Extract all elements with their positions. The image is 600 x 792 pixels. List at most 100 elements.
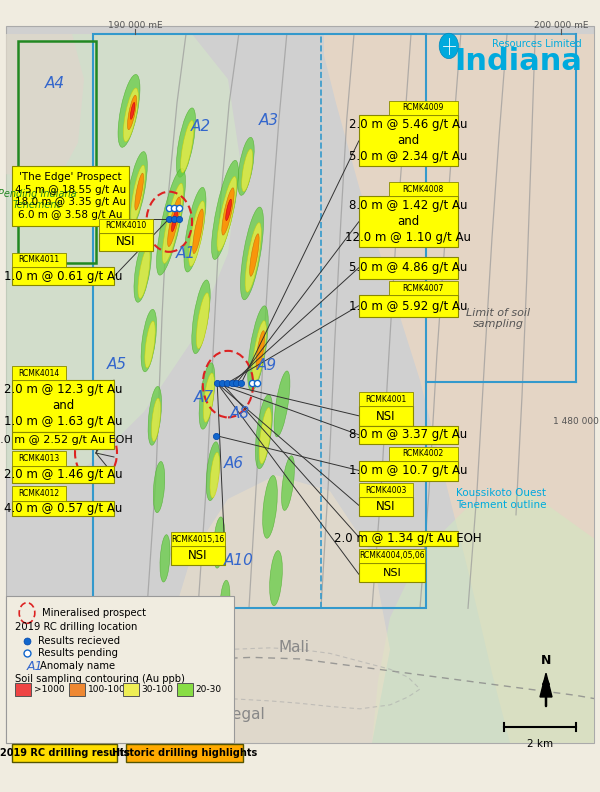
Text: RCMK4014: RCMK4014 <box>19 368 59 378</box>
Ellipse shape <box>256 331 265 369</box>
Text: 20-30: 20-30 <box>196 685 222 695</box>
FancyBboxPatch shape <box>6 596 234 743</box>
Text: RCMK4010: RCMK4010 <box>106 221 146 230</box>
Text: Limit of soil
sampling: Limit of soil sampling <box>466 307 530 329</box>
Text: A4: A4 <box>45 76 65 90</box>
Ellipse shape <box>148 386 161 445</box>
Ellipse shape <box>206 442 220 501</box>
FancyBboxPatch shape <box>12 366 66 380</box>
Text: Results recieved: Results recieved <box>38 636 120 645</box>
Text: 1 480 000 mN: 1 480 000 mN <box>553 417 600 426</box>
Text: 4.0 m @ 0.57 g/t Au: 4.0 m @ 0.57 g/t Au <box>4 502 122 515</box>
Ellipse shape <box>193 209 203 253</box>
FancyBboxPatch shape <box>359 426 458 444</box>
FancyBboxPatch shape <box>123 683 139 696</box>
Ellipse shape <box>157 169 185 275</box>
Ellipse shape <box>248 306 268 391</box>
Ellipse shape <box>130 102 135 120</box>
Ellipse shape <box>259 408 271 463</box>
Ellipse shape <box>153 462 165 512</box>
FancyBboxPatch shape <box>359 295 458 317</box>
Text: A1: A1 <box>176 246 196 261</box>
Text: NSI: NSI <box>376 501 395 513</box>
Text: Senegal: Senegal <box>203 707 265 722</box>
Circle shape <box>439 33 458 59</box>
FancyBboxPatch shape <box>12 466 114 483</box>
FancyBboxPatch shape <box>12 486 66 501</box>
Ellipse shape <box>196 293 209 348</box>
Text: Indiana: Indiana <box>454 48 582 76</box>
FancyBboxPatch shape <box>359 549 425 563</box>
Ellipse shape <box>199 363 215 429</box>
Ellipse shape <box>138 248 150 299</box>
Text: 2019 RC drilling location: 2019 RC drilling location <box>15 623 137 632</box>
Text: 2019 RC drilling results: 2019 RC drilling results <box>0 748 130 758</box>
Ellipse shape <box>210 452 220 498</box>
Ellipse shape <box>135 173 143 210</box>
FancyBboxPatch shape <box>359 563 425 582</box>
Polygon shape <box>324 34 594 743</box>
Text: NSI: NSI <box>382 568 401 577</box>
Text: RCMK4002: RCMK4002 <box>403 449 444 459</box>
Text: 5.0 m @ 4.86 g/t Au: 5.0 m @ 4.86 g/t Au <box>349 261 467 274</box>
Ellipse shape <box>263 475 277 539</box>
Text: 2.0 m @ 1.46 g/t Au: 2.0 m @ 1.46 g/t Au <box>4 468 122 481</box>
FancyBboxPatch shape <box>389 101 458 115</box>
Text: RCMK4004,05,06: RCMK4004,05,06 <box>359 551 425 561</box>
FancyBboxPatch shape <box>69 683 85 696</box>
FancyBboxPatch shape <box>15 683 31 696</box>
Ellipse shape <box>256 394 272 469</box>
Text: A1: A1 <box>27 660 44 672</box>
Ellipse shape <box>222 188 234 235</box>
Ellipse shape <box>127 151 147 229</box>
FancyBboxPatch shape <box>6 26 594 743</box>
Text: 8.0 m @ 3.37 g/t Au: 8.0 m @ 3.37 g/t Au <box>349 428 467 441</box>
Text: Results pending: Results pending <box>38 649 118 658</box>
Text: 100-1000: 100-1000 <box>88 685 131 695</box>
FancyBboxPatch shape <box>171 546 225 565</box>
FancyBboxPatch shape <box>12 451 66 466</box>
Text: NSI: NSI <box>376 409 395 423</box>
FancyBboxPatch shape <box>359 461 458 481</box>
Text: RCMK4015,16: RCMK4015,16 <box>172 535 224 544</box>
Ellipse shape <box>226 200 232 220</box>
Text: >1000: >1000 <box>34 685 64 695</box>
Ellipse shape <box>172 209 178 231</box>
Ellipse shape <box>242 149 253 192</box>
Text: 4.0 m @ 2.52 g/t Au EOH: 4.0 m @ 2.52 g/t Au EOH <box>0 436 133 445</box>
Text: 190 000 mE: 190 000 mE <box>107 21 163 30</box>
FancyBboxPatch shape <box>12 166 129 226</box>
Text: A8: A8 <box>230 406 250 421</box>
Polygon shape <box>6 34 240 491</box>
Ellipse shape <box>181 120 194 173</box>
Text: Resources Limited: Resources Limited <box>493 40 582 49</box>
Ellipse shape <box>141 310 157 371</box>
Text: Pending Indiana
Tenement: Pending Indiana Tenement <box>0 188 77 211</box>
FancyBboxPatch shape <box>12 267 114 285</box>
Text: N: N <box>541 654 551 667</box>
Text: 'The Edge' Prospect
4.5 m @ 18.55 g/t Au
18.0 m @ 3.35 g/t Au
6.0 m @ 3.58 g/t A: 'The Edge' Prospect 4.5 m @ 18.55 g/t Au… <box>15 173 126 219</box>
Ellipse shape <box>241 207 263 300</box>
FancyBboxPatch shape <box>389 281 458 295</box>
Text: 1.0 m @ 5.92 g/t Au: 1.0 m @ 5.92 g/t Au <box>349 299 467 313</box>
Polygon shape <box>6 34 84 198</box>
Text: 2 km: 2 km <box>527 739 553 749</box>
FancyBboxPatch shape <box>359 257 458 279</box>
Text: Koussikoto Ouest
Tenement outline: Koussikoto Ouest Tenement outline <box>456 488 546 510</box>
Ellipse shape <box>163 183 183 264</box>
Text: A10: A10 <box>224 554 254 568</box>
FancyBboxPatch shape <box>12 253 66 267</box>
FancyBboxPatch shape <box>177 683 193 696</box>
FancyBboxPatch shape <box>389 182 458 196</box>
Ellipse shape <box>212 160 238 260</box>
Text: Soil sampling contouring (Au ppb): Soil sampling contouring (Au ppb) <box>15 674 185 683</box>
FancyBboxPatch shape <box>12 744 117 762</box>
FancyBboxPatch shape <box>359 497 413 516</box>
Ellipse shape <box>238 137 254 196</box>
FancyBboxPatch shape <box>99 219 153 233</box>
Text: 8.0 m @ 1.42 g/t Au
and
12.0 m @ 1.10 g/t Au: 8.0 m @ 1.42 g/t Au and 12.0 m @ 1.10 g/… <box>346 200 472 244</box>
Ellipse shape <box>245 223 261 292</box>
FancyBboxPatch shape <box>359 115 458 166</box>
Text: 200 000 mE: 200 000 mE <box>534 21 588 30</box>
Ellipse shape <box>220 581 230 623</box>
